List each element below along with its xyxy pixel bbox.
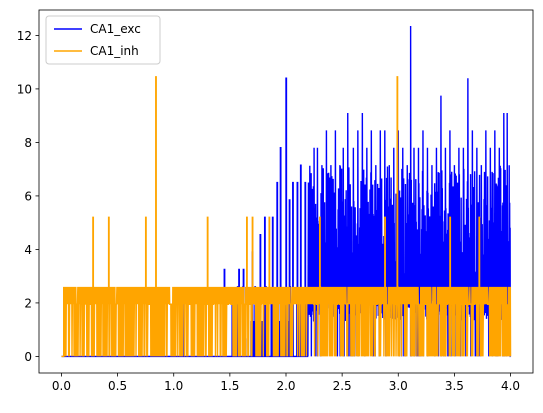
y-tick-label: 10 — [17, 82, 32, 96]
x-tick-label: 4.0 — [501, 379, 520, 393]
series-layer — [61, 26, 512, 358]
x-tick-label: 1.5 — [220, 379, 239, 393]
legend-box — [45, 15, 161, 65]
y-tick-label: 6 — [24, 189, 32, 203]
ticks-layer: 0.0 0.5 1.0 1.5 2.0 2.5 3.0 3.5 4.0 0 2 4 6 8 10 12 — [17, 29, 520, 393]
y-tick-label: 4 — [24, 243, 32, 257]
x-tick-label: 3.5 — [445, 379, 464, 393]
series-line-ca1-inh — [61, 76, 512, 358]
series-line-ca1-exc — [61, 26, 512, 358]
y-tick-label: 8 — [24, 136, 32, 150]
y-tick-label: 12 — [17, 29, 32, 43]
x-tick-label: 0.0 — [52, 379, 71, 393]
x-tick-label: 2.0 — [276, 379, 295, 393]
y-tick-label: 2 — [24, 296, 32, 310]
x-tick-label: 0.5 — [108, 379, 127, 393]
y-tick-label: 0 — [24, 350, 32, 364]
legend-label-ca1-exc: CA1_exc — [90, 22, 141, 36]
x-tick-label: 3.0 — [389, 379, 408, 393]
legend: CA1_exc CA1_inh — [45, 15, 161, 65]
x-tick-label: 1.0 — [164, 379, 183, 393]
x-tick-label: 2.5 — [333, 379, 352, 393]
legend-label-ca1-inh: CA1_inh — [90, 44, 139, 58]
